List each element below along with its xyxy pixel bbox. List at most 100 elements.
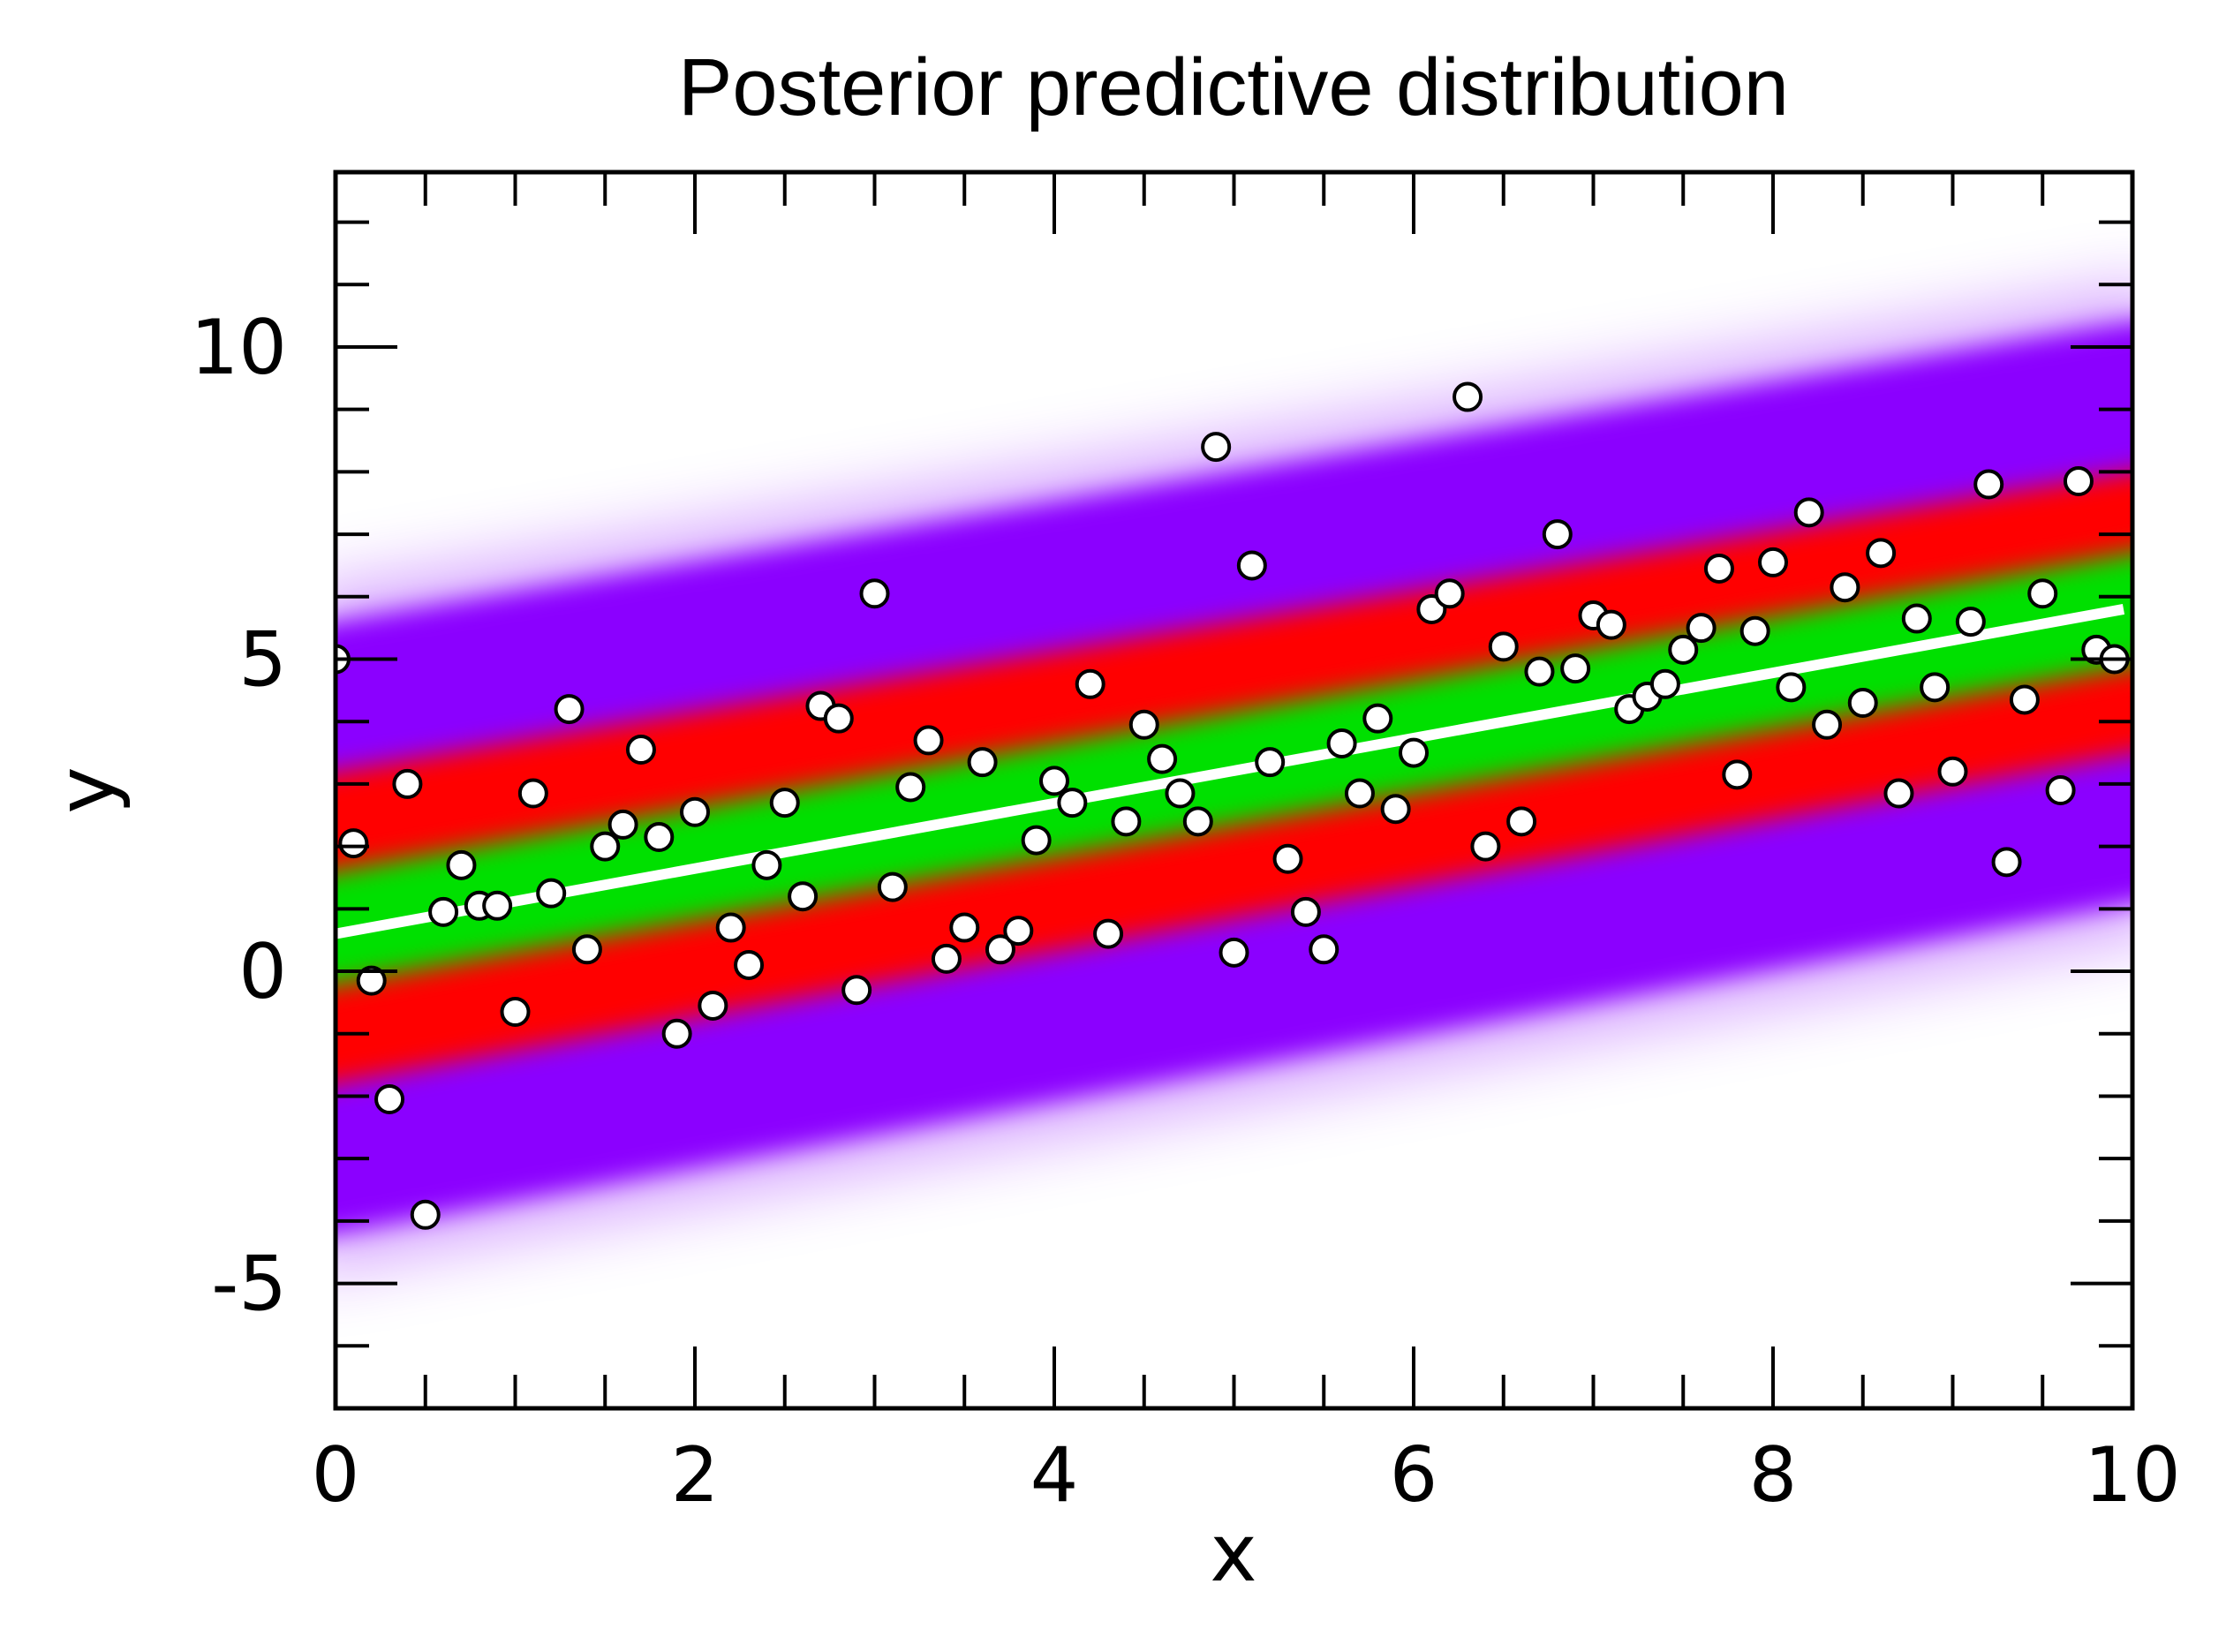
posterior-mean-line [336, 604, 2125, 939]
x-axis-label: x [1210, 1507, 1256, 1600]
data-point [751, 849, 782, 880]
data-point [715, 912, 746, 943]
x-tick-label: 4 [1030, 1431, 1079, 1520]
data-point [1147, 743, 1178, 774]
data-point [661, 1018, 692, 1049]
data-point [1560, 653, 1591, 684]
data-point [1506, 806, 1537, 837]
data-point [1128, 709, 1159, 740]
data-point [356, 965, 387, 996]
x-tick-label: 2 [671, 1431, 720, 1520]
data-point [482, 890, 513, 921]
data-point [1991, 847, 2022, 878]
data-point [2045, 775, 2076, 805]
data-point [410, 1199, 441, 1230]
data-point [1075, 668, 1105, 699]
data-point [446, 849, 477, 880]
y-tick-label: 10 [191, 304, 287, 392]
data-point [1955, 607, 1986, 637]
data-point [1309, 934, 1339, 965]
data-point [1326, 728, 1357, 758]
y-tick-labels: -5 0 5 10 [191, 304, 287, 1329]
data-point [1703, 553, 1734, 584]
data-point [985, 934, 1015, 965]
data-point [1739, 615, 1770, 646]
data-point [1830, 572, 1860, 603]
data-point [1686, 613, 1717, 644]
data-point [1255, 747, 1286, 778]
data-point [680, 796, 710, 827]
data-point [1524, 656, 1555, 687]
data-point [2063, 466, 2094, 496]
data-point [1901, 603, 1932, 634]
data-point [392, 768, 423, 799]
x-tick-label: 0 [312, 1431, 360, 1520]
data-point [877, 871, 908, 902]
data-point [1003, 916, 1034, 947]
data-point [1039, 766, 1069, 796]
data-point [769, 788, 800, 818]
data-point [913, 725, 944, 756]
data-point [607, 809, 638, 840]
data-points [336, 381, 2130, 1230]
data-point [1236, 550, 1267, 581]
data-point [1272, 843, 1303, 874]
data-point [1488, 631, 1519, 662]
data-point [590, 831, 621, 862]
data-point [859, 578, 890, 609]
x-tick-label: 10 [2084, 1431, 2180, 1520]
y-axis-label: y [40, 766, 132, 813]
data-point [1542, 519, 1573, 550]
data-point [625, 735, 656, 766]
data-point [1165, 778, 1196, 809]
data-point [1111, 806, 1142, 837]
data-point [1668, 634, 1699, 665]
data-point [1758, 547, 1788, 577]
data-point [374, 1084, 405, 1114]
data-point [517, 778, 548, 809]
data-point [644, 822, 675, 853]
data-point [554, 694, 585, 725]
data-point [967, 747, 998, 778]
data-point [2027, 578, 2058, 609]
predictive-bands [336, 286, 2132, 1269]
data-point [1057, 788, 1088, 818]
data-point [571, 934, 602, 965]
x-tick-labels: 0 2 4 6 8 10 [312, 1431, 2181, 1520]
data-point [698, 990, 728, 1021]
data-point [841, 975, 872, 1006]
data-point [1290, 896, 1321, 927]
data-point [1093, 918, 1124, 949]
data-point [931, 943, 962, 974]
data-point [1219, 937, 1249, 968]
plot-area [336, 286, 2132, 1269]
data-point [1812, 709, 1843, 740]
data-point [1596, 609, 1626, 640]
data-point [1776, 672, 1807, 703]
y-tick-label: 5 [238, 616, 287, 705]
data-point [1883, 778, 1914, 809]
data-point [1344, 778, 1375, 809]
y-tick-label: -5 [211, 1241, 287, 1329]
data-point [1453, 381, 1483, 412]
data-point [1866, 538, 1897, 569]
data-point [1362, 703, 1393, 734]
data-point [1973, 469, 2004, 500]
data-point [1937, 756, 1968, 787]
data-point [1021, 825, 1052, 856]
x-tick-label: 6 [1390, 1431, 1438, 1520]
fit-line-layer [336, 604, 2125, 939]
data-point [536, 878, 567, 909]
data-point [500, 997, 531, 1028]
data-point [428, 896, 459, 927]
data-point [1380, 794, 1411, 825]
data-point [788, 881, 819, 912]
x-tick-label: 8 [1749, 1431, 1798, 1520]
chart-title: Posterior predictive distribution [678, 42, 1789, 132]
data-point [2009, 684, 2040, 715]
data-point [1920, 672, 1951, 703]
data-point [1182, 806, 1213, 837]
data-point [823, 703, 854, 734]
axis-ticks [336, 172, 2132, 1408]
